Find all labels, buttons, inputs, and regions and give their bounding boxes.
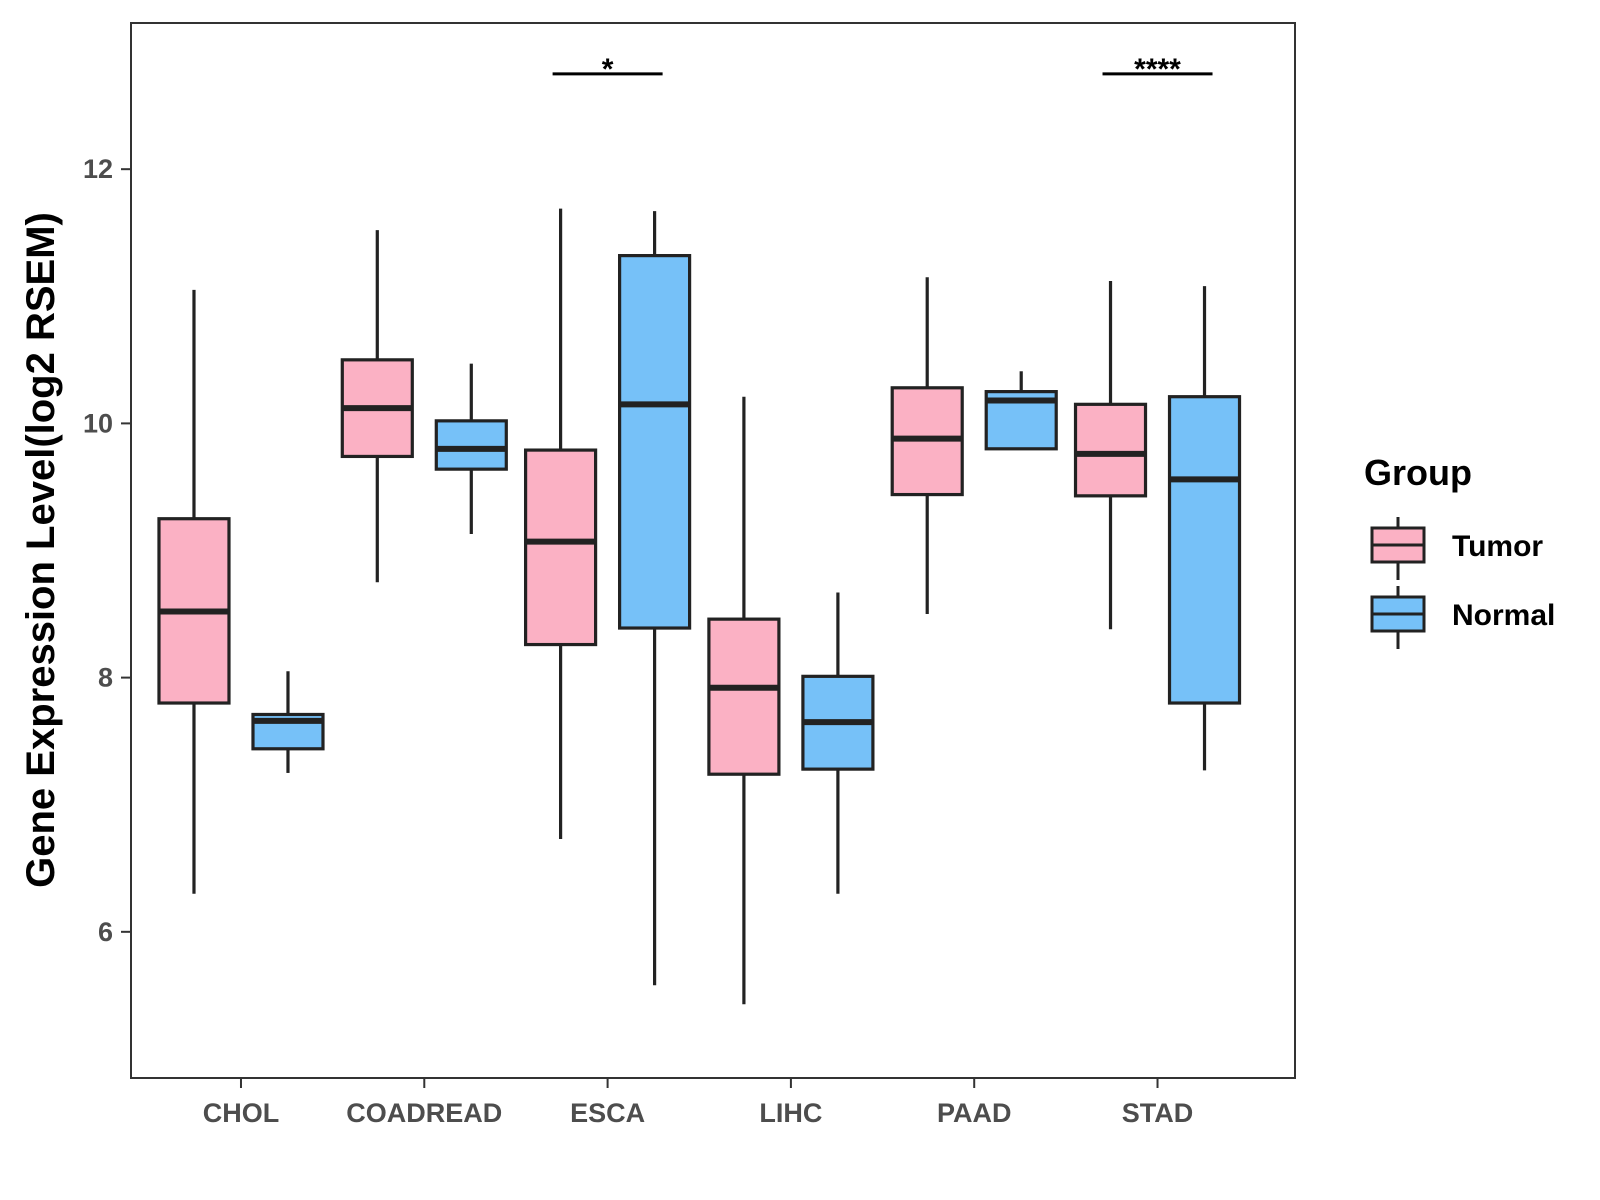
- iqr-box-stad-tumor: [1073, 402, 1148, 498]
- significance-annotations: * ****: [552, 53, 1213, 86]
- box-stad-normal: [1167, 286, 1242, 771]
- box-lihc-normal: [801, 592, 875, 894]
- x-tick-label-paad: PAAD: [937, 1098, 1012, 1128]
- significance-label-stad: ****: [1134, 53, 1181, 86]
- iqr-box-esca-normal: [617, 254, 692, 630]
- boxes-layer: [157, 208, 1242, 1005]
- x-tick-label-stad: STAD: [1122, 1098, 1194, 1128]
- y-tick-label-6: 6: [98, 917, 113, 947]
- y-axis: 6 8 10 12: [83, 154, 131, 947]
- box-paad-tumor: [890, 277, 964, 615]
- significance-esca: *: [552, 53, 663, 86]
- box-stad-tumor: [1073, 281, 1148, 630]
- x-tick-label-chol: CHOL: [203, 1098, 280, 1128]
- x-tick-label-esca: ESCA: [570, 1098, 645, 1128]
- iqr-box-esca-tumor: [523, 448, 598, 647]
- iqr-box-coadread-normal: [434, 419, 508, 471]
- box-coadread-normal: [434, 363, 508, 534]
- y-tick-label-8: 8: [98, 663, 113, 693]
- legend-label-tumor: Tumor: [1452, 530, 1543, 563]
- y-tick-label-10: 10: [83, 408, 113, 438]
- legend-item-tumor: Tumor: [1370, 517, 1543, 580]
- iqr-box-lihc-tumor: [707, 617, 781, 776]
- x-tick-label-coadread: COADREAD: [346, 1098, 502, 1128]
- box-chol-normal: [251, 671, 325, 773]
- plot-panel-border: [130, 22, 1296, 1079]
- x-tick-label-lihc: LIHC: [759, 1098, 822, 1128]
- legend: Group Tumor Normal: [1364, 452, 1555, 649]
- box-chol-tumor: [157, 289, 231, 894]
- plot-background: [131, 23, 1295, 1078]
- box-coadread-tumor: [340, 230, 414, 583]
- significance-stad: ****: [1102, 53, 1213, 86]
- y-tick-label-12: 12: [83, 154, 113, 184]
- box-esca-normal: [617, 211, 692, 986]
- box-paad-normal: [984, 371, 1058, 451]
- box-lihc-tumor: [707, 396, 781, 1005]
- significance-label-esca: *: [602, 53, 614, 86]
- legend-label-normal: Normal: [1452, 599, 1555, 632]
- legend-item-normal: Normal: [1370, 586, 1555, 649]
- legend-title: Group: [1364, 452, 1472, 493]
- x-axis: CHOL COADREAD ESCA LIHC PAAD STAD: [203, 1078, 1194, 1128]
- box-esca-tumor: [523, 208, 598, 840]
- iqr-box-stad-normal: [1167, 395, 1242, 705]
- y-axis-title: Gene Expression Level(log2 RSEM): [19, 212, 63, 888]
